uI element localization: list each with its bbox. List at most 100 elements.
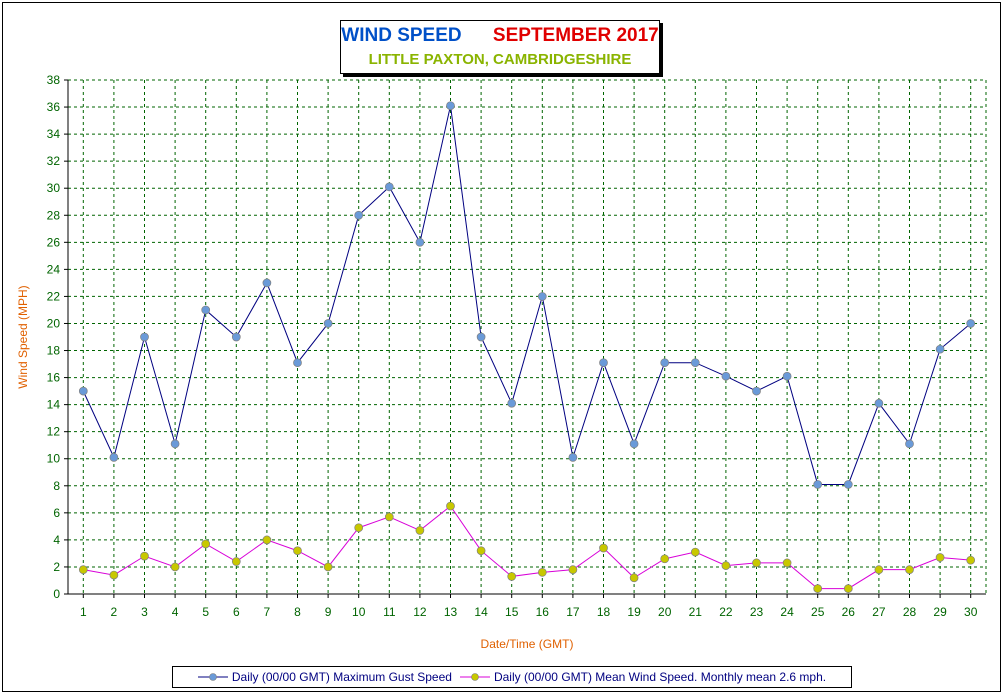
x-tick-label: 24 (780, 605, 794, 619)
x-tick-label: 9 (325, 605, 332, 619)
y-tick-label: 32 (47, 154, 61, 168)
mean-point (262, 535, 272, 545)
mean-legend-swatch (459, 673, 490, 681)
y-tick-label: 14 (47, 398, 61, 412)
gust-point (966, 319, 976, 328)
mean-point (537, 568, 547, 577)
mean-point (415, 526, 425, 535)
mean-point (599, 543, 608, 553)
mean-point (874, 565, 884, 575)
gust-point (843, 480, 853, 489)
gust-point (782, 371, 792, 381)
y-tick-label: 18 (47, 344, 61, 358)
gust-point (752, 386, 761, 396)
gust-point (568, 453, 578, 462)
x-tick-label: 29 (933, 605, 947, 619)
gust-point (231, 332, 241, 342)
mean-point (78, 565, 88, 575)
mean-point (813, 584, 823, 593)
gust-point (170, 439, 180, 449)
mean-series-line (83, 505, 971, 590)
gust-point (905, 439, 914, 449)
x-tick-label: 27 (872, 605, 886, 619)
gust-point (874, 398, 884, 408)
axes (64, 79, 986, 598)
chart-location: LITTLE PAXTON, CAMBRIDGESHIRE (368, 51, 632, 68)
x-tick-label: 25 (811, 605, 825, 619)
x-tick-label: 11 (383, 605, 396, 619)
gust-point (629, 439, 639, 449)
gust-point (660, 358, 670, 368)
mean-point (446, 501, 455, 511)
x-tick-label: 16 (536, 605, 550, 619)
gust-point (813, 480, 823, 489)
y-tick-label: 10 (47, 452, 61, 466)
y-tick-label: 12 (47, 425, 61, 439)
y-tick-label: 34 (47, 127, 61, 141)
chart-title-box: WIND SPEED SEPTEMBER 2017 LITTLE PAXTON,… (340, 20, 660, 74)
x-tick-label: 17 (566, 605, 580, 619)
chart-title: WIND SPEED (341, 25, 462, 46)
gust-point (384, 182, 394, 192)
gust-point (109, 453, 119, 462)
y-tick-label: 16 (47, 371, 61, 385)
mean-point (476, 546, 486, 556)
x-tick-label: 26 (842, 605, 856, 619)
x-tick-label: 15 (505, 605, 519, 619)
mean-point (231, 557, 241, 566)
gust-point (78, 386, 88, 396)
gust-point (415, 237, 425, 247)
y-tick-label: 38 (47, 73, 61, 87)
y-tick-label: 36 (47, 100, 61, 114)
legend-item-mean: Daily (00/00 GMT) Mean Wind Speed. Month… (459, 670, 827, 684)
x-tick-label: 13 (444, 605, 458, 619)
mean-point (660, 554, 670, 564)
x-tick-label: 12 (413, 605, 427, 619)
x-tick-label: 8 (294, 605, 301, 619)
x-tick-label: 4 (172, 605, 179, 619)
mean-point (782, 558, 792, 568)
x-tick-label: 20 (658, 605, 672, 619)
x-tick-label: 19 (627, 605, 641, 619)
gust-point (446, 101, 455, 111)
x-tick-label: 3 (141, 605, 148, 619)
x-tick-label: 22 (719, 605, 733, 619)
y-tick-label: 28 (47, 208, 61, 222)
mean-point (140, 551, 149, 561)
x-tick-label: 1 (80, 605, 87, 619)
x-axis-label: Date/Time (GMT) (481, 637, 574, 651)
gust-point (140, 332, 149, 342)
mean-point (384, 512, 394, 522)
gust-point (721, 371, 731, 381)
gust-point (476, 332, 486, 342)
gust-point (690, 358, 700, 368)
mean-point (690, 547, 700, 557)
series (78, 101, 976, 593)
x-tick-label: 28 (903, 605, 917, 619)
gust-legend-swatch (197, 673, 228, 681)
legend-label-gust: Daily (00/00 GMT) Maximum Gust Speed (231, 670, 452, 684)
y-tick-label: 20 (47, 316, 61, 330)
mean-point (935, 553, 945, 562)
mean-point (293, 546, 302, 556)
x-tick-label: 21 (689, 605, 703, 619)
x-tick-labels: 1 2 3 4 5 6 7 8 9 10 11 12 13 14 15 16 17 18 19 20 21 22 23 24 2… (80, 605, 978, 619)
x-tick-label: 30 (964, 605, 978, 619)
legend-label-mean: Daily (00/00 GMT) Mean Wind Speed. Month… (493, 670, 827, 684)
mean-point (629, 573, 639, 583)
grid-lines (68, 79, 987, 594)
mean-point (201, 539, 211, 549)
y-tick-label: 26 (47, 235, 61, 249)
gust-point (354, 210, 364, 220)
x-tick-label: 14 (474, 605, 488, 619)
legend-item-gust: Daily (00/00 GMT) Maximum Gust Speed (197, 670, 452, 684)
x-tick-label: 2 (111, 605, 118, 619)
gust-point (293, 358, 302, 368)
gust-point (323, 319, 333, 328)
mean-point (170, 562, 180, 572)
mean-point (507, 572, 517, 581)
x-tick-label: 5 (202, 605, 209, 619)
